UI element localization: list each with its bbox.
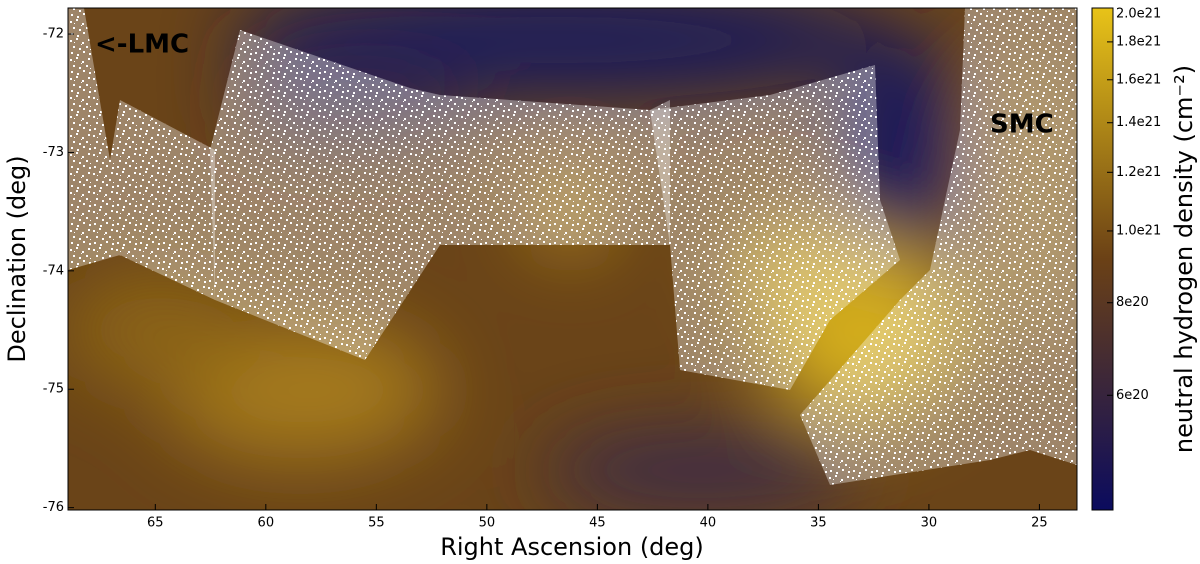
x-tick-label: 65 xyxy=(147,516,164,531)
x-tick-label: 60 xyxy=(258,516,275,531)
y-tick-label: -74 xyxy=(43,263,64,278)
y-axis-label: Declination (deg) xyxy=(3,155,31,362)
colorbar-tick-label: 1.0e21 xyxy=(1116,223,1161,238)
colorbar-tick-label: 2.0e21 xyxy=(1116,7,1161,22)
x-tick-label: 25 xyxy=(1031,516,1048,531)
x-tick-label: 45 xyxy=(589,516,606,531)
x-tick-label: 40 xyxy=(700,516,717,531)
y-tick-label: -72 xyxy=(43,27,64,42)
colorbar-tick-label: 1.6e21 xyxy=(1116,72,1161,87)
colorbar xyxy=(1091,7,1114,511)
y-tick-label: -76 xyxy=(43,500,64,515)
colorbar-tick-label: 8e20 xyxy=(1116,295,1149,310)
y-tick-label: -73 xyxy=(43,145,64,160)
colorbar-tick-label: 1.4e21 xyxy=(1116,115,1161,130)
colorbar-label: neutral hydrogen density (cm⁻²) xyxy=(1170,65,1198,453)
colorbar-tick-label: 1.8e21 xyxy=(1116,34,1161,49)
x-tick-label: 55 xyxy=(368,516,385,531)
y-tick-label: -75 xyxy=(43,382,64,397)
heatmap-image xyxy=(68,8,1077,510)
annotation: <-LMC xyxy=(95,30,189,60)
x-axis-label: Right Ascension (deg) xyxy=(440,533,704,561)
colorbar-tick-label: 1.2e21 xyxy=(1116,165,1161,180)
annotation: SMC xyxy=(990,110,1054,140)
x-tick-label: 30 xyxy=(921,516,938,531)
colorbar-tick-label: 6e20 xyxy=(1116,388,1149,403)
x-tick-label: 50 xyxy=(479,516,496,531)
x-tick-label: 35 xyxy=(810,516,827,531)
plot-frame xyxy=(67,7,1078,511)
